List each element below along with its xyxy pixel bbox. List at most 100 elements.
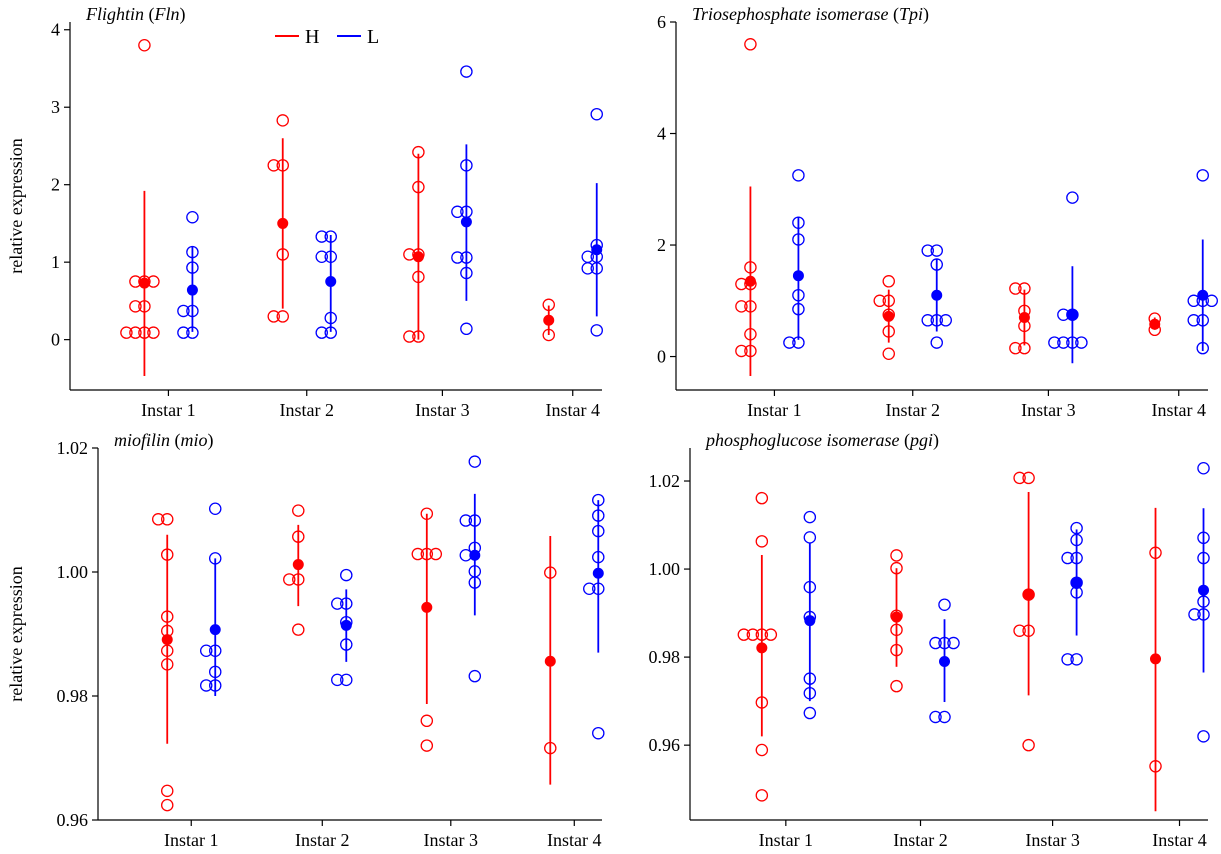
data-point [129,326,142,339]
group-H [1149,507,1162,812]
data-point [412,270,425,284]
data-point [340,597,353,610]
data-point [160,513,174,526]
mean-point [1198,584,1210,596]
data-point [1070,653,1083,666]
group-H [151,513,174,812]
mean-point [209,624,221,636]
data-point [1070,533,1083,547]
data-point [921,314,934,327]
data-point [315,230,328,243]
mean-point [543,314,555,326]
data-point [1197,595,1210,608]
data-point [755,491,769,505]
data-point [208,679,222,692]
panel-title: Triosephosphate isomerase (Tpi) [692,4,929,25]
data-point [592,726,605,740]
data-point [592,509,605,522]
data-point [929,710,942,724]
data-point [403,330,416,343]
data-point [590,107,603,121]
data-point [1013,471,1026,485]
data-point [160,798,174,812]
y-tick-label: 0.98 [57,686,89,706]
data-point [1061,653,1074,666]
data-point [1187,314,1200,327]
data-point [792,288,805,302]
mean-point [883,310,895,322]
x-tick-label: Instar 1 [759,830,813,850]
data-point [267,159,280,172]
data-point [592,582,605,595]
y-tick-label: 4 [51,20,60,40]
data-point [803,531,817,544]
data-point [324,250,337,263]
data-point [890,643,903,657]
data-point [208,552,222,565]
data-point [468,669,482,683]
data-point [160,610,174,623]
data-point [1018,341,1031,355]
data-point [315,250,328,263]
data-point [1048,336,1061,349]
data-point [138,326,151,339]
data-point [276,310,289,323]
y-tick-label: 0.96 [649,735,681,755]
data-point [412,145,425,159]
data-point [792,233,805,246]
data-point [1196,169,1209,182]
y-axis-label: relative expression [6,138,26,273]
data-point [542,328,555,342]
data-point [735,300,748,313]
data-point [882,325,895,338]
group-L [581,107,603,337]
data-point [460,65,473,78]
data-point [930,258,943,271]
data-point [1196,314,1209,327]
y-tick-label: 1.02 [57,438,89,458]
data-point [1196,341,1209,355]
data-point [792,302,805,316]
data-point [138,38,151,52]
data-point [1022,471,1035,485]
data-point [544,566,557,579]
data-point [890,623,903,637]
mean-point [544,655,556,667]
data-point [744,261,757,274]
data-point [283,573,296,586]
data-point [186,326,199,339]
data-point [1018,282,1031,295]
data-point [292,573,305,586]
group-L [331,568,353,687]
data-point [1197,462,1210,475]
y-tick-label: 3 [51,97,60,117]
data-point [744,327,757,341]
data-point [1013,624,1026,637]
data-point [1066,191,1079,204]
mean-point [1197,289,1209,301]
group-L [921,244,952,349]
data-point [1205,294,1218,308]
mean-point [939,656,951,668]
data-point [882,294,895,308]
mean-point [1150,653,1162,665]
mean-point [469,549,481,561]
data-point [1197,730,1210,743]
data-point [429,547,443,561]
data-point [208,665,222,679]
data-point [340,568,353,582]
data-point [938,636,951,650]
group-L [459,455,482,683]
x-tick-label: Instar 2 [885,400,939,420]
data-point [129,300,142,313]
data-point [938,710,951,724]
data-point [459,514,473,527]
data-point [324,311,337,325]
group-H [890,549,903,693]
data-point [735,344,748,358]
data-point [292,504,305,517]
y-tick-label: 1.02 [649,471,681,491]
data-point [744,344,757,358]
group-L [583,493,605,740]
